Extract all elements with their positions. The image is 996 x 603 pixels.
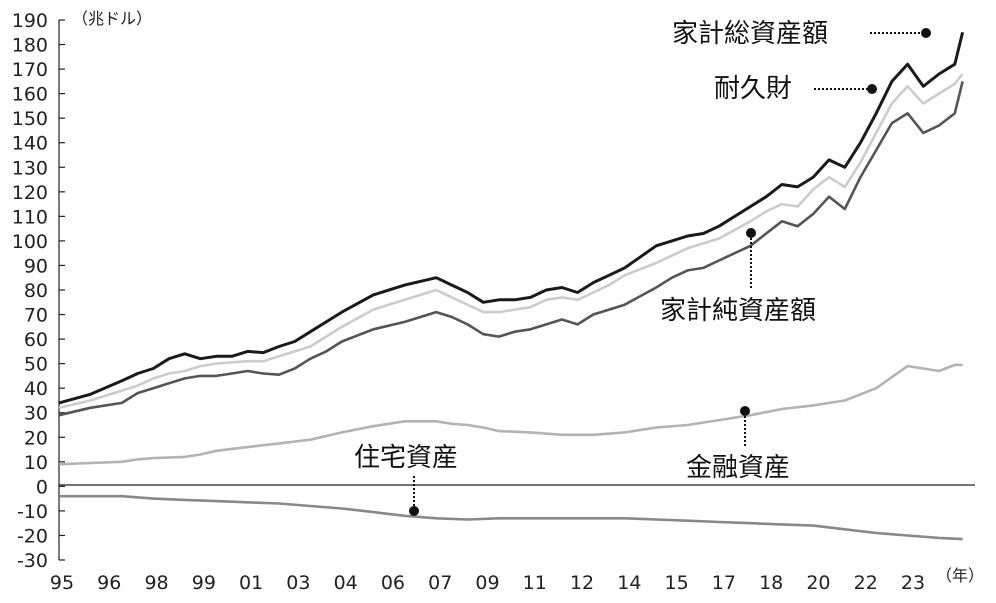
series-line-2	[58, 81, 964, 417]
x-tick-label: 17	[712, 572, 736, 594]
x-tick-label: 09	[475, 572, 499, 594]
x-tick-label: 20	[806, 572, 830, 594]
y-axis: 1901801701601501401301201101009080706050…	[12, 10, 65, 572]
y-tick-label: -10	[17, 501, 48, 523]
x-tick-label: 06	[381, 572, 405, 594]
y-tick-label: 20	[24, 427, 48, 449]
x-tick-label: 12	[570, 572, 594, 594]
y-tick-label: 180	[12, 35, 48, 57]
x-tick-label: 14	[617, 572, 641, 594]
annotation-total: 家計総資産額	[672, 19, 931, 49]
y-unit-label: （兆ドル）	[72, 9, 152, 28]
y-tick-label: 70	[24, 305, 48, 327]
x-tick-label: 18	[759, 572, 783, 594]
y-tick-label: -30	[17, 550, 48, 572]
series-line-4	[59, 494, 963, 541]
x-tick-label: 07	[428, 572, 452, 594]
x-tick-label: 01	[239, 572, 263, 594]
x-tick-label: 15	[665, 572, 689, 594]
x-tick-label: 03	[286, 572, 310, 594]
annotation-net-worth: 家計純資産額	[660, 228, 816, 326]
y-tick-label: 50	[24, 354, 48, 376]
y-tick-label: 140	[12, 133, 48, 155]
y-tick-label: 0	[36, 476, 48, 498]
series-line-3	[58, 363, 963, 466]
y-tick-label: 160	[12, 84, 48, 106]
y-tick-label: 10	[24, 452, 48, 474]
annotation-financial-label: 金融資産	[686, 453, 790, 483]
y-tick-label: 110	[12, 206, 48, 228]
x-tick-label: 99	[192, 572, 216, 594]
annotation-durables-dot	[867, 84, 877, 94]
y-tick-label: 170	[12, 59, 48, 81]
y-tick-label: 130	[12, 157, 48, 179]
y-tick-label: 40	[24, 378, 48, 400]
y-tick-label: 190	[12, 10, 48, 32]
annotation-net-worth-label: 家計純資産額	[660, 296, 816, 326]
series-lines	[58, 31, 965, 541]
y-tick-label: 120	[12, 182, 48, 204]
y-tick-label: 150	[12, 108, 48, 130]
x-tick-label: 23	[901, 572, 925, 594]
y-tick-label: 100	[12, 231, 48, 253]
x-tick-label: 11	[523, 572, 547, 594]
x-tick-label: 98	[144, 572, 168, 594]
annotation-financial: 金融資産	[686, 406, 790, 483]
annotation-financial-dot	[740, 406, 750, 416]
annotation-total-dot	[921, 28, 931, 38]
annotation-total-label: 家計総資産額	[672, 19, 828, 49]
annotation-durables-label: 耐久財	[714, 74, 792, 104]
annotation-net-worth-dot	[746, 228, 756, 238]
x-tick-label: 96	[97, 572, 121, 594]
annotation-durables: 耐久財	[714, 74, 877, 104]
annotation-housing-label: 住宅資産	[354, 443, 458, 473]
x-tick-label: 22	[854, 572, 878, 594]
x-unit-label: （年）	[936, 566, 984, 585]
y-tick-label: 60	[24, 329, 48, 351]
annotation-housing: 住宅資産	[354, 443, 458, 516]
x-ticks: 95 96 98 99 01 03 04 06 07 09 11 12 14 15 17 18 20 22 23	[50, 572, 925, 594]
x-tick-label: 95	[50, 572, 74, 594]
y-ticks: 1901801701601501401301201101009080706050…	[12, 10, 65, 572]
y-tick-label: -20	[17, 525, 48, 547]
y-tick-label: 30	[24, 403, 48, 425]
y-tick-label: 80	[24, 280, 48, 302]
series-line-0	[58, 31, 965, 405]
annotation-housing-dot	[409, 506, 419, 516]
x-tick-label: 04	[334, 572, 358, 594]
series-line-1	[58, 73, 964, 410]
y-tick-label: 90	[24, 255, 48, 277]
